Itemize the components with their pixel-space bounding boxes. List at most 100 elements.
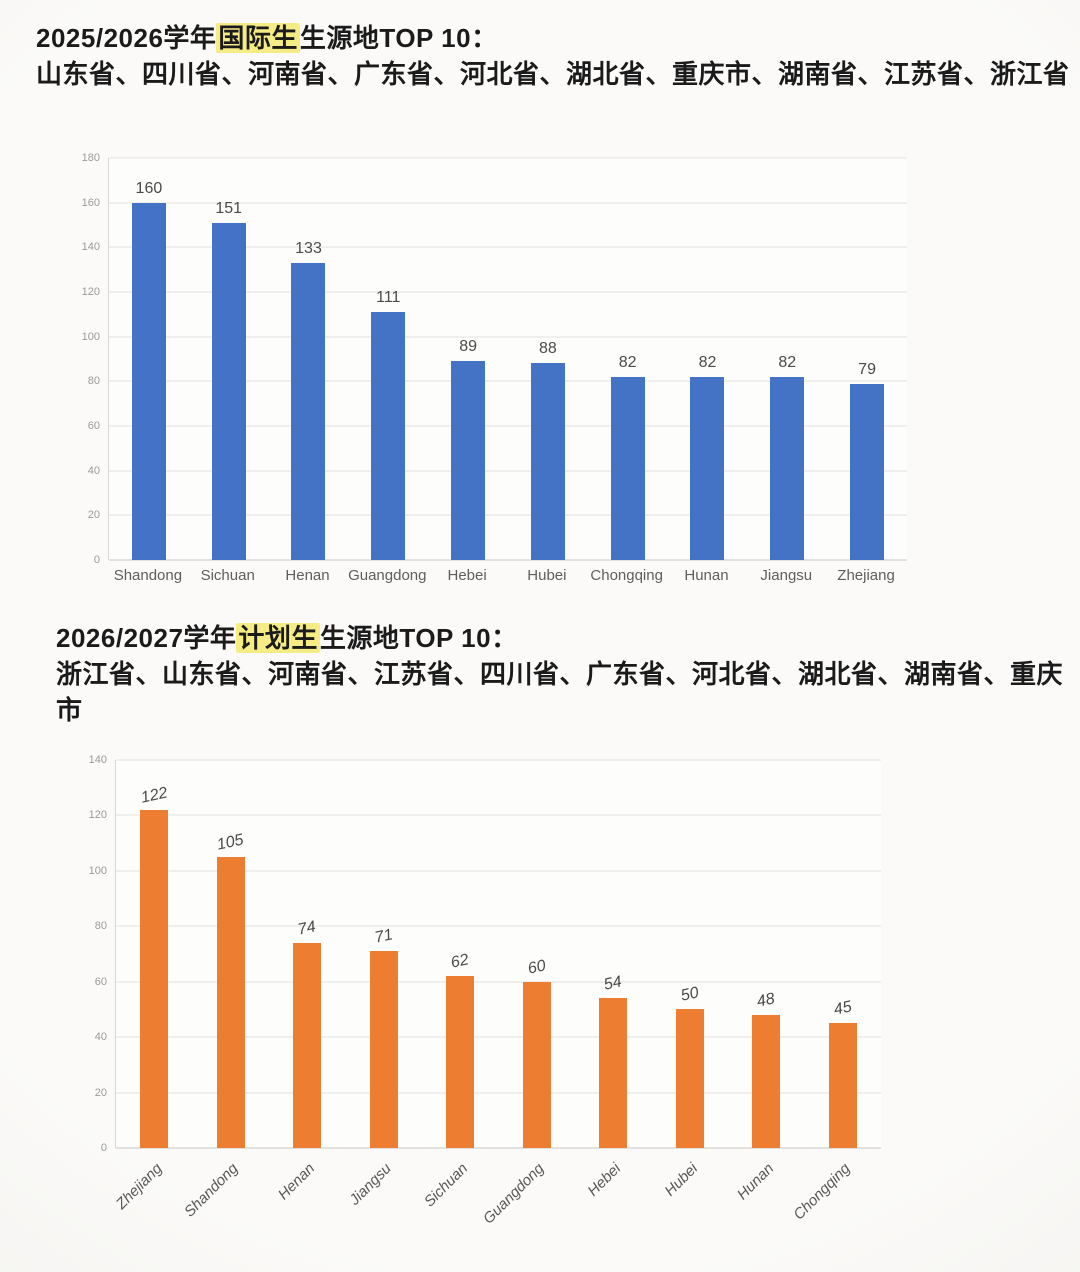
- section2-title: 2026/2027学年计划生生源地TOP 10：: [56, 620, 1080, 656]
- x-tick-label: Jiangsu: [760, 567, 813, 584]
- section2-title-highlight: 计划生: [236, 623, 320, 653]
- bar-chongqing: [610, 376, 645, 560]
- chart-planned-students: 0 20 40 60 80 100 120 140 122 105 74 71 62 60 54 50 48 45…: [60, 745, 881, 1258]
- bar-jiangsu: [770, 376, 805, 560]
- gridline: [109, 336, 907, 338]
- y-tick-label: 100: [81, 330, 100, 343]
- section1-title-suffix: 生源地TOP 10：: [299, 23, 498, 53]
- bar-value-label: 54: [602, 973, 624, 995]
- x-tick-label: Shandong: [113, 567, 183, 584]
- x-tick-slot: Hebei: [427, 567, 507, 584]
- gridline: [109, 470, 907, 472]
- gridline: [109, 291, 907, 293]
- bar-value-label: 105: [215, 831, 246, 854]
- gridline: [109, 514, 907, 516]
- section1-title-highlight: 国际生: [216, 23, 300, 53]
- bar-chongqing: [828, 1023, 857, 1148]
- y-tick-label: 140: [88, 754, 107, 766]
- bar-hunan: [752, 1014, 781, 1148]
- bar-guangdong: [522, 981, 551, 1148]
- y-tick-label: 60: [87, 420, 100, 433]
- bar-slot: 71: [346, 760, 423, 1148]
- x-tick-label: Hebei: [447, 567, 487, 584]
- bar-shandong: [216, 857, 245, 1148]
- x-tick-label: Henan: [285, 567, 330, 584]
- x-tick-slot: Henan: [268, 567, 348, 584]
- bar-sichuan: [211, 222, 246, 560]
- bar-sichuan: [446, 976, 475, 1148]
- x-tick-label: Hubei: [661, 1160, 701, 1200]
- bar-henan: [293, 942, 322, 1148]
- x-tick-slot: Chongqing: [587, 567, 667, 584]
- section2-title-suffix: 生源地TOP 10：: [319, 623, 518, 653]
- gridline: [116, 1147, 881, 1149]
- bar-slot: 60: [499, 760, 576, 1148]
- x-tick-label: Zhejiang: [112, 1160, 166, 1213]
- bar-slot: 122: [116, 760, 193, 1148]
- bar-value-label: 111: [376, 289, 401, 307]
- bar-hebei: [451, 361, 486, 560]
- y-tick-label: 80: [87, 375, 100, 388]
- bar-henan: [291, 262, 326, 560]
- gridline: [109, 380, 907, 382]
- section2-subtitle: 浙江省、山东省、河南省、江苏省、四川省、广东省、河北省、湖北省、湖南省、重庆市: [56, 659, 1064, 725]
- plot-area: 0 20 40 60 80 100 120 140 122 105 74 71 62 60 54 50 48 45: [89, 754, 882, 1154]
- bar-value-label: 74: [296, 918, 318, 939]
- gridline: [116, 981, 881, 983]
- bar-slot: 82: [747, 158, 827, 560]
- x-tick-label: Sichuan: [420, 1160, 472, 1211]
- y-tick-label: 120: [81, 286, 100, 299]
- bar-slot: 74: [269, 760, 346, 1148]
- bar-value-label: 133: [295, 239, 322, 257]
- y-tick-label: 180: [81, 152, 100, 164]
- x-tick-slot: Jiangsu: [746, 567, 826, 584]
- x-tick-slot: Hebei: [574, 1158, 651, 1258]
- x-tick-slot: Hubei: [507, 567, 587, 584]
- y-tick-label: 120: [88, 809, 107, 822]
- bar-slot: 89: [428, 158, 508, 560]
- x-tick-label: Sichuan: [200, 567, 255, 584]
- x-tick-label: Henan: [274, 1160, 319, 1204]
- bar-value-label: 71: [373, 926, 395, 947]
- gridline: [109, 202, 907, 204]
- gridline: [109, 157, 907, 159]
- bar-hebei: [599, 998, 628, 1148]
- x-tick-slot: Hunan: [667, 567, 747, 584]
- section1-title-prefix: 2025/2026学年: [36, 23, 217, 53]
- y-tick-label: 40: [94, 1031, 107, 1044]
- bar-slot: 88: [508, 158, 588, 560]
- y-tick-label: 100: [88, 864, 107, 877]
- y-tick-label: 160: [81, 196, 100, 209]
- bar-value-label: 82: [778, 353, 797, 371]
- bar-value-label: 160: [135, 179, 163, 197]
- x-tick-label: Jiangsu: [346, 1160, 395, 1209]
- x-tick-slot: Shandong: [181, 1158, 269, 1258]
- bar-hunan: [690, 376, 725, 560]
- x-tick-label: Zhejiang: [837, 567, 895, 584]
- y-tick-label: 40: [87, 464, 100, 477]
- x-axis-labels: Zhejiang Shandong Henan Jiangsu Sichuan Guang…: [112, 1158, 880, 1258]
- bar-hubei: [675, 1009, 704, 1148]
- bar-value-label: 48: [755, 990, 777, 1011]
- gridline: [116, 759, 881, 761]
- bar-slot: 45: [805, 760, 882, 1148]
- plot-area: 0 20 40 60 80 100 120 140 160 180 160 151 133 111 89 88…: [82, 152, 907, 566]
- x-tick-label: Hunan: [733, 1160, 778, 1204]
- x-axis-labels: Shandong Sichuan Henan Guangdong Hebei Hubei C…: [108, 567, 906, 584]
- bar-slot: 62: [422, 760, 499, 1148]
- x-tick-slot: Guangdong: [480, 1158, 575, 1258]
- gridline: [116, 925, 881, 927]
- bar-value-label: 82: [618, 353, 637, 371]
- bar-value-label: 45: [832, 998, 854, 1019]
- bar-zhejiang: [140, 809, 169, 1148]
- gridline: [116, 1092, 881, 1094]
- bar-slot: 151: [189, 158, 269, 560]
- x-tick-slot: Shandong: [108, 567, 188, 584]
- x-tick-label: Hebei: [584, 1160, 625, 1200]
- x-tick-label: Hunan: [684, 567, 729, 584]
- section1-heading: 2025/2026学年国际生生源地TOP 10： 山东省、四川省、河南省、广东省…: [36, 20, 1070, 92]
- section1-subtitle: 山东省、四川省、河南省、广东省、河北省、湖北省、重庆市、湖南省、江苏省、浙江省: [36, 59, 1070, 89]
- bar-shandong: [131, 202, 166, 560]
- bar-slot: 48: [728, 760, 805, 1148]
- bar-jiangsu: [369, 951, 398, 1148]
